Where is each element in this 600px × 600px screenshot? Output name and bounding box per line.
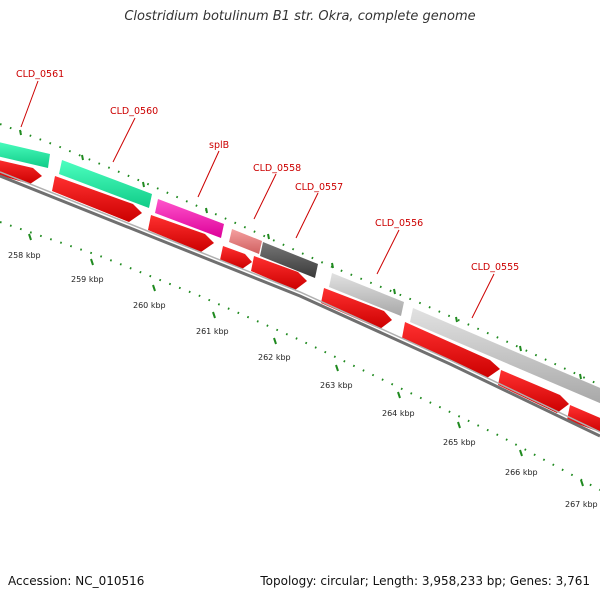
tick-label-263: 263 kbp [320, 381, 353, 390]
cds-arrow [321, 288, 392, 329]
gene-label-CLD_0560: CLD_0560 [110, 106, 158, 117]
cds-arrow [148, 215, 214, 252]
gene-label-CLD_0556: CLD_0556 [375, 218, 423, 229]
tick-label-260: 260 kbp [133, 301, 166, 310]
gene-label-CLD_0555: CLD_0555 [471, 262, 519, 273]
genome-backbone [0, 171, 600, 438]
cds-arrow [251, 256, 307, 290]
feature-CLD_0561 [0, 142, 50, 168]
gene-label-splB: splB [209, 140, 229, 151]
accession-text: Accession: NC_010516 [8, 574, 145, 588]
cds-arrow [498, 370, 569, 413]
gene-label-CLD_0557: CLD_0557 [295, 182, 343, 193]
tick-label-265: 265 kbp [443, 438, 476, 447]
tick-label-264: 264 kbp [382, 409, 415, 418]
feature-splB [155, 199, 224, 238]
map-title: Clostridium botulinum B1 str. Okra, comp… [124, 9, 476, 24]
gene-label-CLD_0561: CLD_0561 [16, 69, 64, 80]
gene-leader-lines [20, 80, 495, 319]
cds-arrow [52, 176, 142, 222]
feature-CLD_0557 [260, 242, 318, 278]
tick-label-259: 259 kbp [71, 275, 104, 284]
gene-label-CLD_0558: CLD_0558 [253, 163, 301, 174]
upper-tick-marks [19, 129, 582, 380]
tick-label-261: 261 kbp [196, 327, 229, 336]
cds-arrow [567, 405, 600, 433]
coordinate-labels: 258 kbp 259 kbp 260 kbp 261 kbp 262 kbp … [8, 251, 598, 509]
cds-arrow [402, 322, 500, 378]
genome-stats-text: Topology: circular; Length: 3,958,233 bp… [260, 574, 590, 588]
feature-CLD_0556 [329, 273, 404, 316]
tick-label-266: 266 kbp [505, 468, 538, 477]
inner-tick-marks [28, 233, 584, 487]
feature-CLD_0560 [59, 160, 152, 208]
tick-label-267: 267 kbp [565, 500, 598, 509]
feature-CLD_0558 [229, 229, 262, 254]
upper-strand-features [0, 142, 600, 404]
gene-labels: CLD_0561 CLD_0560 splB CLD_0558 CLD_0557… [16, 69, 519, 273]
feature-CLD_0555 [410, 308, 600, 404]
cds-arrow [0, 160, 42, 184]
tick-label-258: 258 kbp [8, 251, 41, 260]
tick-label-262: 262 kbp [258, 353, 291, 362]
